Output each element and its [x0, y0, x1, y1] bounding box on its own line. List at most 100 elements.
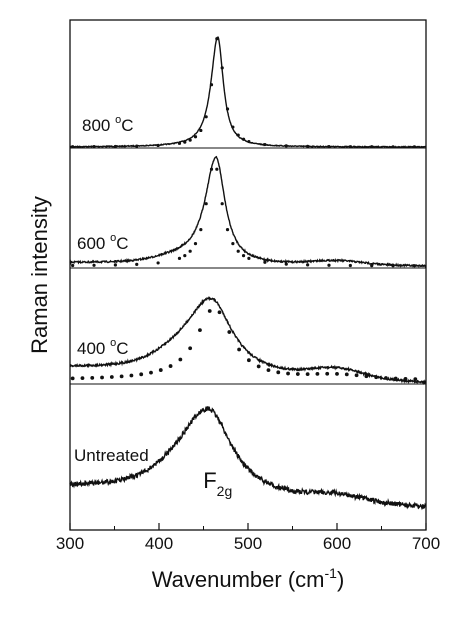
fit-point — [413, 377, 418, 382]
fit-point — [188, 346, 193, 351]
fit-point — [295, 372, 300, 376]
fit-point — [92, 263, 96, 267]
fit-point — [241, 137, 246, 141]
y-axis-title: Raman intensity — [27, 196, 52, 354]
series-label-600: 600 oC — [77, 232, 129, 253]
fit-point — [177, 256, 182, 260]
fit-point — [354, 373, 359, 378]
fit-point — [284, 144, 288, 148]
fit-markers-3 — [70, 309, 418, 382]
series-label-untreated: Untreated — [74, 446, 149, 465]
fit-point — [241, 254, 246, 258]
fit-point — [70, 376, 75, 381]
fit-point — [276, 370, 281, 375]
fit-point — [207, 309, 212, 313]
fit-point — [231, 125, 235, 129]
fit-point — [246, 358, 251, 363]
fit-point — [247, 256, 251, 260]
fit-point — [139, 372, 144, 377]
fit-point — [286, 371, 290, 376]
fit-point — [178, 357, 183, 362]
fit-point — [183, 254, 187, 258]
fit-point — [119, 374, 124, 379]
fit-point — [231, 242, 235, 246]
fit-point — [237, 347, 242, 352]
fit-point — [256, 364, 261, 369]
fit-point — [266, 368, 271, 373]
fit-point — [135, 262, 139, 266]
fit-point — [306, 263, 310, 267]
fit-point — [327, 263, 331, 267]
fit-point — [90, 375, 95, 380]
fit-point — [129, 373, 134, 378]
fit-point — [199, 128, 203, 133]
fit-point — [306, 144, 310, 148]
fit-point — [263, 260, 267, 264]
fit-point — [188, 138, 192, 142]
fit-point — [348, 263, 352, 268]
fit-point — [220, 66, 224, 70]
fit-markers-1 — [71, 37, 417, 149]
fit-point — [209, 83, 214, 87]
separator-layer — [70, 147, 426, 385]
fit-point — [193, 135, 198, 139]
x-tick-label-500: 500 — [234, 534, 262, 553]
fit-point — [364, 374, 369, 379]
x-axis-ticks: 300 400 500 600 700 — [56, 523, 440, 553]
fit-point — [247, 139, 251, 144]
fit-point — [71, 263, 75, 268]
fit-point — [384, 376, 388, 380]
fit-point — [325, 371, 330, 376]
fit-point — [204, 115, 208, 119]
fit-point — [156, 261, 160, 265]
fit-point — [315, 371, 320, 376]
fit-point — [412, 264, 417, 268]
fit-point — [284, 262, 288, 266]
x-tick-label-600: 600 — [323, 534, 351, 553]
spectrum-line-4 — [69, 405, 427, 511]
fit-point — [403, 377, 408, 381]
fit-point — [188, 249, 192, 253]
fit-point — [149, 370, 153, 375]
x-axis-title: Wavenumber (cm-1) — [152, 565, 345, 592]
spectrum-line-3 — [69, 295, 427, 386]
fit-point — [113, 263, 117, 267]
fit-point — [215, 37, 219, 41]
fit-point — [183, 140, 187, 144]
fit-point — [370, 264, 374, 268]
fit-point — [344, 372, 349, 377]
fit-point — [236, 133, 240, 137]
fit-point — [92, 145, 96, 149]
fit-point — [236, 249, 240, 253]
peak-annotation-f2g: F2g — [203, 468, 232, 499]
fit-point — [168, 364, 173, 368]
fit-point — [374, 375, 379, 380]
fit-point — [217, 310, 222, 315]
fit-point — [100, 375, 104, 380]
series-layer — [69, 36, 427, 511]
spectrum-line-2 — [69, 155, 427, 268]
fit-point — [335, 371, 339, 376]
fit-point — [199, 228, 203, 232]
fit-point — [109, 375, 114, 379]
fit-point — [227, 330, 232, 334]
fit-point — [113, 144, 117, 149]
fit-point — [177, 141, 182, 145]
fit-point — [263, 142, 267, 147]
series-label-400: 400 oC — [77, 337, 129, 358]
series-label-800: 800 oC — [82, 114, 134, 135]
fit-point — [391, 264, 395, 268]
fit-point — [193, 242, 198, 246]
fit-point — [158, 368, 163, 372]
fit-point — [80, 376, 85, 381]
fit-point — [327, 144, 331, 149]
fit-markers-2 — [71, 167, 417, 268]
fit-point — [225, 228, 230, 232]
fit-point — [305, 372, 310, 376]
fit-point — [209, 167, 214, 171]
x-tick-label-700: 700 — [412, 534, 440, 553]
fit-point — [135, 144, 139, 148]
fit-point — [198, 328, 202, 333]
fit-point — [225, 107, 230, 111]
